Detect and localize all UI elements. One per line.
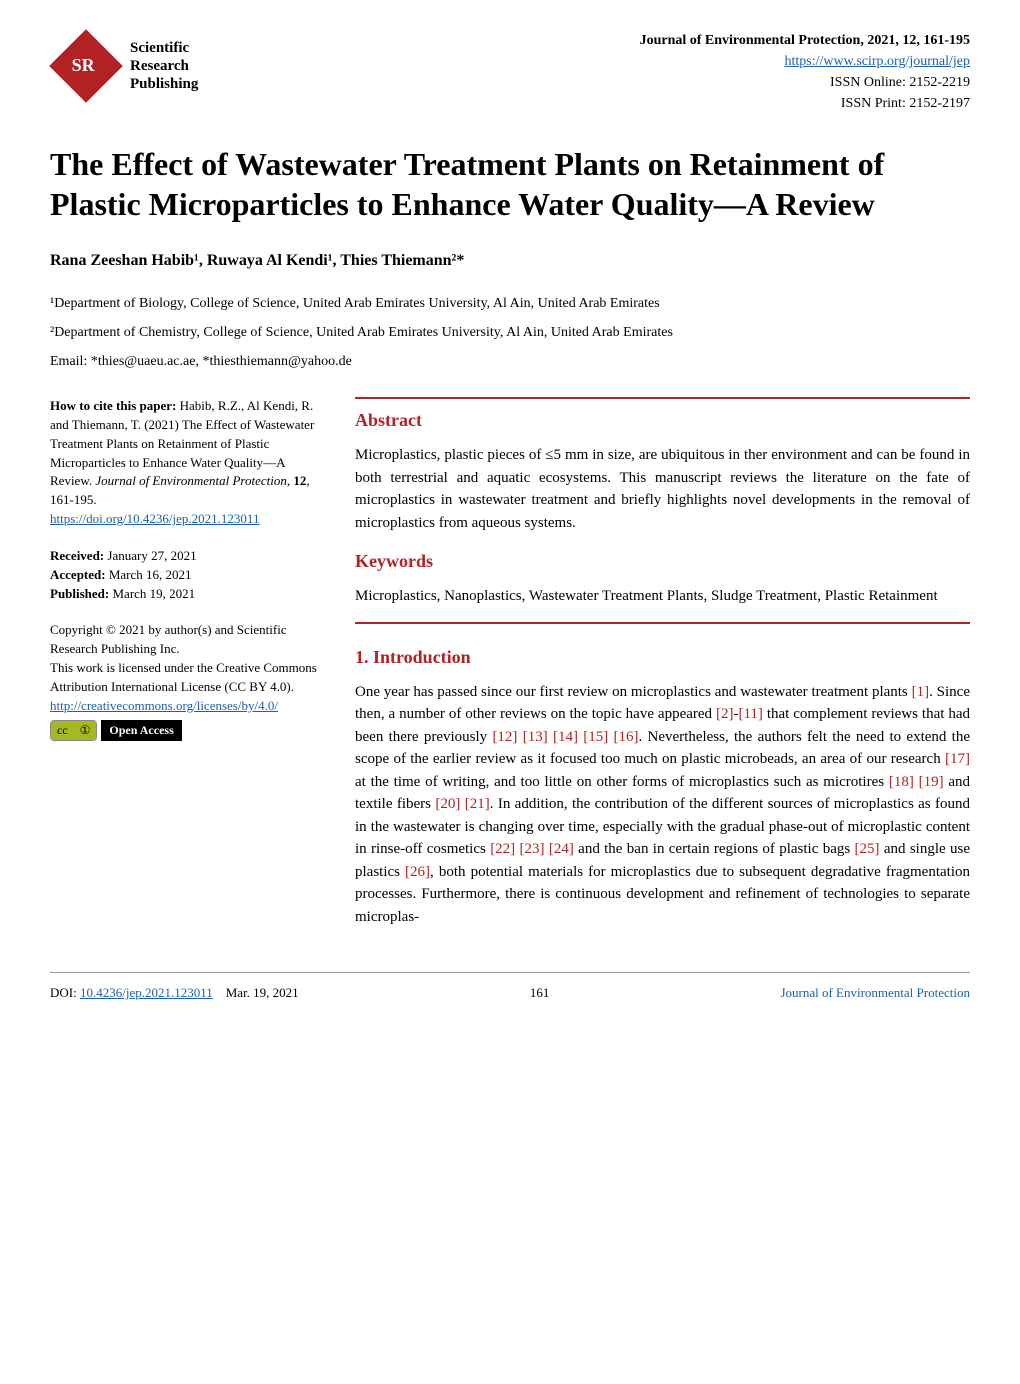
accepted-label: Accepted: xyxy=(50,567,106,582)
footer-date: Mar. 19, 2021 xyxy=(226,985,299,1000)
authors: Rana Zeeshan Habib¹, Ruwaya Al Kendi¹, T… xyxy=(50,249,970,273)
keywords-text: Microplastics, Nanoplastics, Wastewater … xyxy=(355,585,970,608)
ref-25[interactable]: [25] xyxy=(855,841,880,857)
publisher-logo-block: Scientific Research Publishing xyxy=(50,30,198,102)
article-title: The Effect of Wastewater Treatment Plant… xyxy=(50,144,970,224)
issn-online: ISSN Online: 2152-2219 xyxy=(640,72,970,93)
received-label: Received: xyxy=(50,548,104,563)
published-label: Published: xyxy=(50,586,109,601)
ref-26[interactable]: [26] xyxy=(405,864,430,880)
publisher-logo-icon xyxy=(49,29,123,103)
author-emails: Email: *thies@uaeu.ac.ae, *thiesthiemann… xyxy=(50,351,970,372)
introduction-paragraph: One year has passed since our first revi… xyxy=(355,681,970,929)
abstract-heading: Abstract xyxy=(355,407,970,434)
cc-badge-icon: cc ① xyxy=(50,720,97,741)
cite-volume: 12 xyxy=(293,473,306,488)
divider xyxy=(355,397,970,399)
footer-doi-label: DOI: xyxy=(50,985,80,1000)
publisher-name: Scientific Research Publishing xyxy=(130,39,198,93)
header-meta: Journal of Environmental Protection, 202… xyxy=(640,30,970,114)
copyright-block: Copyright © 2021 by author(s) and Scient… xyxy=(50,621,330,741)
divider xyxy=(355,622,970,624)
header: Scientific Research Publishing Journal o… xyxy=(50,30,970,114)
keywords-heading: Keywords xyxy=(355,548,970,575)
ref-17[interactable]: [17] xyxy=(945,751,970,767)
ref-22-24[interactable]: [22] [23] [24] xyxy=(490,841,574,857)
footer-page-number: 161 xyxy=(530,983,550,1003)
footer-journal: Journal of Environmental Protection xyxy=(780,983,970,1003)
footer-doi-link[interactable]: 10.4236/jep.2021.123011 xyxy=(80,985,213,1000)
received-date: January 27, 2021 xyxy=(104,548,196,563)
article-dates: Received: January 27, 2021 Accepted: Mar… xyxy=(50,547,330,604)
cite-journal: Journal of Environmental Protection xyxy=(95,473,286,488)
ref-18-19[interactable]: [18] [19] xyxy=(889,774,944,790)
by-icon: ① xyxy=(74,721,97,740)
affiliation-2: ²Department of Chemistry, College of Sci… xyxy=(50,322,970,343)
main-content: Abstract Microplastics, plastic pieces o… xyxy=(355,397,970,942)
page-footer: DOI: 10.4236/jep.2021.123011 Mar. 19, 20… xyxy=(50,972,970,1003)
how-to-cite: How to cite this paper: Habib, R.Z., Al … xyxy=(50,397,330,529)
copyright-line1: Copyright © 2021 by author(s) and Scient… xyxy=(50,621,330,659)
journal-reference: Journal of Environmental Protection, 202… xyxy=(640,30,970,51)
publisher-line2: Research xyxy=(130,57,198,75)
publisher-line3: Publishing xyxy=(130,75,198,93)
introduction-heading: 1. Introduction xyxy=(355,644,970,671)
published-date: March 19, 2021 xyxy=(109,586,195,601)
copyright-line2: This work is licensed under the Creative… xyxy=(50,659,330,697)
ref-2[interactable]: [2] xyxy=(716,706,734,722)
ref-20-21[interactable]: [20] [21] xyxy=(435,796,489,812)
journal-url-link[interactable]: https://www.scirp.org/journal/jep xyxy=(785,54,970,69)
cc-icon: cc xyxy=(51,721,74,740)
ref-12-16[interactable]: [12] [13] [14] [15] [16] xyxy=(492,729,638,745)
cite-label: How to cite this paper: xyxy=(50,398,176,413)
open-access-badge: Open Access xyxy=(101,720,181,741)
license-url-link[interactable]: http://creativecommons.org/licenses/by/4… xyxy=(50,698,278,713)
ref-1[interactable]: [1] xyxy=(912,684,930,700)
cite-doi-link[interactable]: https://doi.org/10.4236/jep.2021.123011 xyxy=(50,511,259,526)
ref-11[interactable]: [11] xyxy=(738,706,762,722)
accepted-date: March 16, 2021 xyxy=(106,567,192,582)
publisher-line1: Scientific xyxy=(130,39,198,57)
issn-print: ISSN Print: 2152-2197 xyxy=(640,93,970,114)
abstract-text: Microplastics, plastic pieces of ≤5 mm i… xyxy=(355,444,970,534)
sidebar-meta: How to cite this paper: Habib, R.Z., Al … xyxy=(50,397,330,942)
affiliation-1: ¹Department of Biology, College of Scien… xyxy=(50,293,970,314)
